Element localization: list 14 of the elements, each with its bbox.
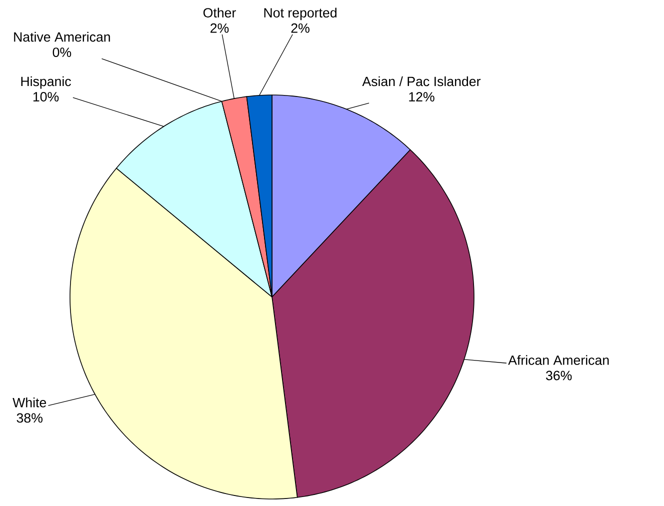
data-label: 36% (546, 370, 572, 380)
data-label: 10% (33, 92, 59, 102)
slice-label: Asian / Pac Islander (362, 76, 481, 86)
text: 0% (52, 48, 72, 58)
category-label: Native American (14, 32, 110, 42)
data-label: 2% (210, 23, 229, 33)
data-label: 2% (291, 23, 310, 33)
data-label: 12% (409, 92, 434, 102)
slice-label: White (12, 398, 46, 408)
slice-label: Not reported (264, 8, 336, 20)
slice-label: African American (508, 355, 609, 365)
data-label: 38% (16, 413, 42, 423)
slice-label: Other (203, 8, 236, 18)
slice-label: Hispanic (21, 76, 71, 89)
